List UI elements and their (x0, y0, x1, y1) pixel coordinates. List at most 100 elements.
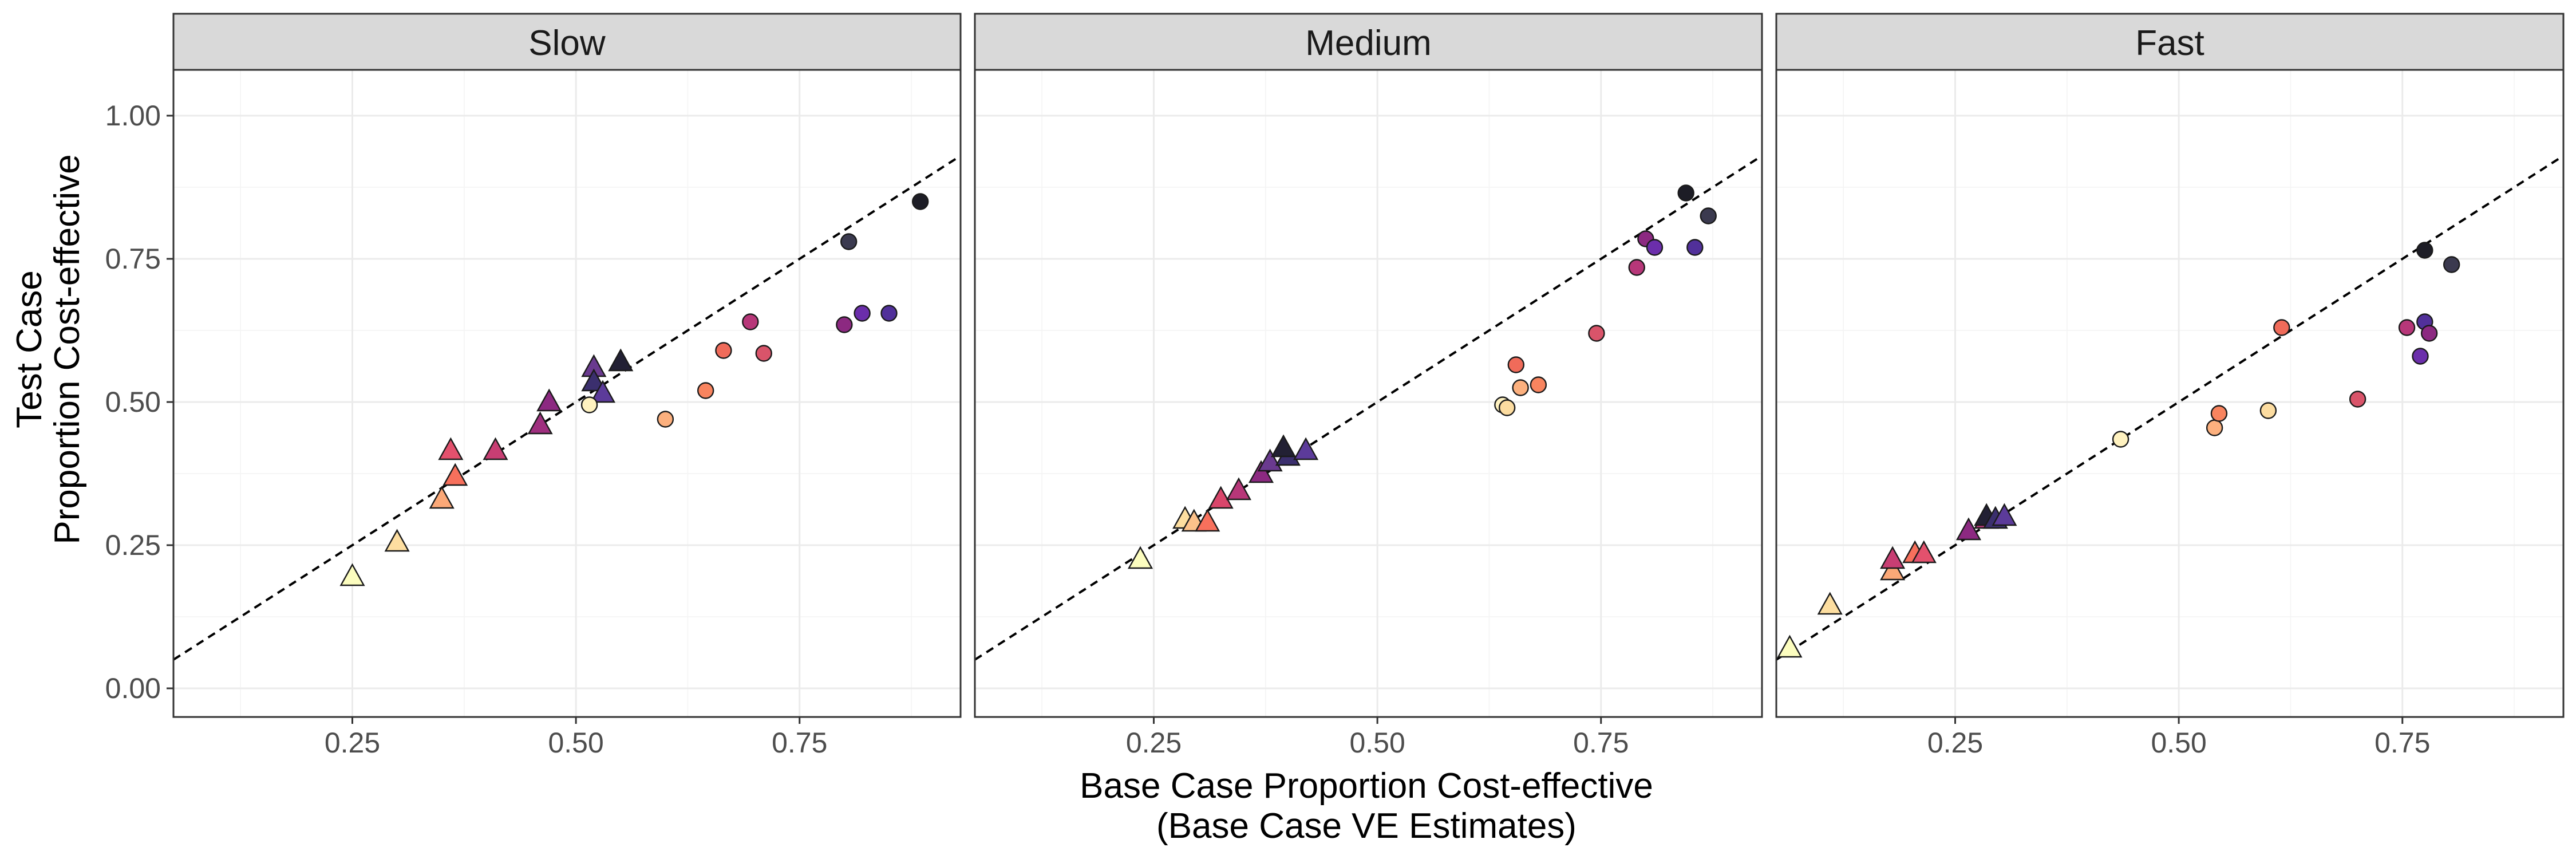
x-tick-label-slow: 0.50 (548, 727, 603, 759)
x-tick-label-fast: 0.25 (1927, 727, 1983, 759)
plot-area-fast (1776, 70, 2563, 717)
point-circle-slow-21 (840, 233, 858, 250)
point-circle-fast-15 (2273, 319, 2290, 336)
point-circle-fast-21 (2416, 242, 2433, 259)
plot-content-fast (1776, 70, 2563, 717)
point-triangle-slow-3 (442, 463, 468, 486)
point-circle-medium-16 (1588, 325, 1605, 342)
point-circle-fast-12 (2206, 419, 2223, 436)
point-triangle-medium-3 (1195, 509, 1220, 532)
x-tick-label-medium: 0.25 (1126, 727, 1182, 759)
point-triangle-slow-7 (536, 388, 562, 412)
point-circle-slow-14 (697, 382, 714, 399)
point-triangle-slow-4 (438, 437, 464, 460)
reference-line-fast (1776, 155, 2563, 661)
strip-fast (1775, 13, 2565, 71)
point-triangle-fast-2 (1880, 557, 1906, 581)
point-circle-medium-14 (1530, 376, 1547, 393)
strip-label-fast: Fast (2135, 23, 2204, 63)
point-circle-medium-17 (1628, 259, 1645, 276)
strip-slow (172, 13, 962, 71)
x-axis-title-line-1: Base Case Proportion Cost-effective (1080, 766, 1653, 806)
point-circle-slow-17 (742, 313, 759, 330)
x-tick-label-fast: 0.75 (2374, 727, 2430, 759)
reference-line-medium (975, 155, 1762, 661)
x-tick-label-medium: 0.75 (1573, 727, 1629, 759)
plot-content-slow (173, 70, 961, 717)
point-circle-slow-20 (880, 305, 898, 322)
point-triangle-slow-1 (384, 529, 410, 552)
point-triangle-fast-6 (1955, 517, 1981, 541)
y-tick-label: 1.00 (105, 100, 161, 132)
point-circle-medium-22 (1700, 207, 1717, 224)
point-circle-medium-19 (1646, 239, 1664, 256)
y-axis-title: Test Case Proportion Cost-effective (10, 154, 87, 544)
point-circle-slow-22 (911, 193, 929, 210)
point-circle-fast-16 (2349, 391, 2366, 408)
point-triangle-slow-5 (483, 437, 508, 460)
point-circle-fast-17 (2398, 319, 2416, 336)
point-triangle-slow-11 (608, 348, 634, 372)
strip-medium (974, 13, 1763, 71)
point-triangle-slow-2 (429, 486, 455, 509)
point-triangle-medium-10 (1271, 434, 1297, 458)
point-triangle-slow-9 (581, 368, 607, 392)
point-circle-medium-12 (1498, 399, 1516, 416)
x-axis-tick-labels: 0.25 0.50 0.75 0.25 0.50 0.75 0.25 0.50 0.75 (325, 727, 2431, 759)
point-circle-fast-18 (2412, 348, 2429, 365)
y-axis-title-line-1: Test Case (10, 270, 49, 428)
point-triangle-medium-0 (1128, 546, 1153, 569)
point-circle-slow-18 (836, 316, 853, 333)
point-triangle-medium-9 (1293, 437, 1319, 460)
point-triangle-medium-6 (1248, 460, 1274, 483)
plot-area-slow (173, 70, 961, 717)
y-tick-label: 0.50 (105, 386, 161, 418)
y-axis-tick-labels: 0.00 0.25 0.50 0.75 1.00 (105, 100, 161, 704)
point-circle-slow-15 (715, 342, 732, 359)
point-triangle-slow-0 (339, 563, 365, 586)
point-triangle-fast-0 (1777, 635, 1803, 658)
point-circle-slow-16 (755, 345, 772, 362)
point-circle-medium-20 (1686, 239, 1704, 256)
x-axis-title-line-2: (Base Case VE Estimates) (1156, 806, 1577, 846)
point-triangle-medium-5 (1226, 477, 1251, 501)
panel-medium: Medium (974, 13, 1763, 724)
point-circle-fast-13 (2210, 405, 2228, 422)
point-circle-fast-11 (2112, 431, 2129, 448)
point-triangle-slow-10 (590, 380, 616, 403)
chart-panels: Slow Medium Fast (167, 13, 2565, 724)
y-tick-label: 0.75 (105, 243, 161, 275)
point-circle-slow-13 (657, 411, 674, 428)
strip-label-slow: Slow (528, 23, 606, 63)
point-circle-slow-19 (854, 305, 871, 322)
panel-slow: Slow (167, 13, 962, 724)
x-tick-label-slow: 0.25 (325, 727, 380, 759)
point-circle-fast-20 (2420, 325, 2438, 342)
point-triangle-fast-5 (1880, 546, 1906, 569)
point-triangle-medium-4 (1208, 486, 1234, 509)
panel-border-slow (172, 69, 962, 718)
strip-label-medium: Medium (1305, 23, 1432, 63)
y-tick-label: 0.00 (105, 672, 161, 704)
point-circle-medium-21 (1677, 184, 1694, 202)
point-triangle-slow-6 (527, 411, 553, 435)
point-triangle-fast-10 (1992, 503, 2017, 526)
point-circle-fast-14 (2259, 402, 2277, 419)
point-circle-medium-15 (1507, 356, 1525, 373)
point-triangle-fast-4 (1911, 540, 1937, 564)
point-circle-medium-13 (1512, 379, 1529, 396)
panel-border-fast (1775, 69, 2565, 718)
point-circle-fast-22 (2443, 256, 2460, 273)
panel-border-medium (974, 69, 1763, 718)
x-tick-label-fast: 0.50 (2151, 727, 2206, 759)
point-triangle-fast-1 (1817, 592, 1843, 615)
reference-line-slow (173, 155, 961, 661)
y-tick-label: 0.25 (105, 529, 161, 561)
plot-content-medium (975, 70, 1762, 717)
x-tick-label-slow: 0.75 (772, 727, 827, 759)
y-axis-title-line-2: Proportion Cost-effective (48, 154, 87, 544)
point-circle-slow-12 (580, 396, 598, 413)
panel-fast: Fast (1775, 13, 2565, 724)
plot-area-medium (975, 70, 1762, 717)
